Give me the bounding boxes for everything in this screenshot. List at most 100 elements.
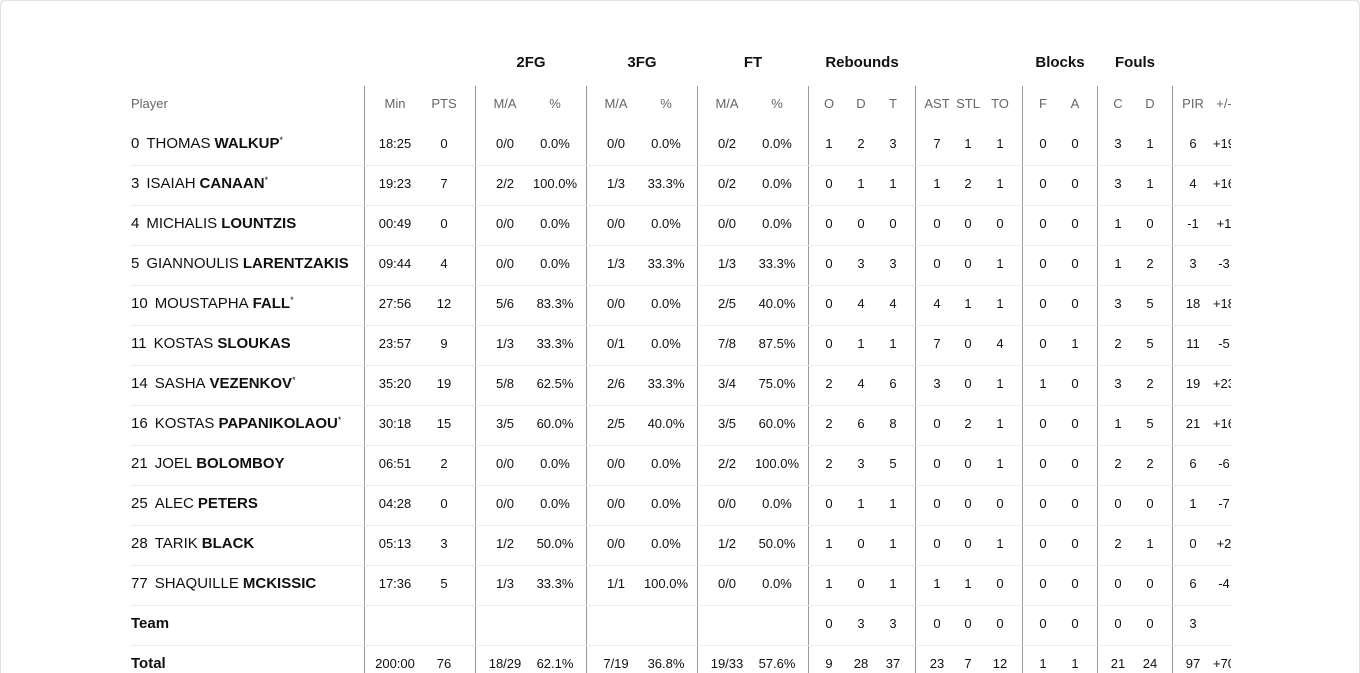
stat-cell: 1 xyxy=(1114,256,1122,271)
player-number: 21 xyxy=(131,455,148,472)
row-separator xyxy=(131,245,1231,246)
stat-cell: 0/0 xyxy=(606,136,626,151)
column-header: +/- xyxy=(1216,96,1231,111)
stat-cell: 06:51 xyxy=(378,456,412,471)
stat-cell: 1 xyxy=(1039,376,1047,391)
stat-cell: 5/8 xyxy=(495,376,515,391)
stat-cell: 0 xyxy=(964,256,972,271)
stat-cell: 7/19 xyxy=(603,656,629,671)
stat-cell: 1 xyxy=(1114,416,1122,431)
stat-cell: 60.0% xyxy=(758,416,796,431)
stat-cell: 0 xyxy=(1071,216,1079,231)
starter-mark: * xyxy=(292,375,296,385)
stat-cell: 0 xyxy=(964,616,972,631)
stat-cell: 0.0% xyxy=(540,496,570,511)
stat-cell: 1 xyxy=(996,376,1004,391)
row-separator xyxy=(131,485,1231,486)
stat-cell: 0 xyxy=(889,216,897,231)
last-name: PAPANIKOLAOU xyxy=(218,415,338,432)
stat-cell: 1 xyxy=(1189,496,1197,511)
stat-cell: 0 xyxy=(825,296,833,311)
stat-cell: 0 xyxy=(440,136,448,151)
stat-cell: 3/5 xyxy=(717,416,737,431)
stat-cell: 0/2 xyxy=(717,136,737,151)
stat-cell: 0.0% xyxy=(762,216,792,231)
stat-cell: 97 xyxy=(1185,656,1201,671)
first-name: ISAIAH xyxy=(146,175,196,192)
player-name: 77 SHAQUILLE MCKISSIC xyxy=(131,575,316,592)
stat-cell: 0 xyxy=(440,496,448,511)
row-separator xyxy=(131,565,1231,566)
stat-cell: 0.0% xyxy=(762,496,792,511)
stat-cell: 0 xyxy=(933,536,941,551)
stat-cell: 0.0% xyxy=(762,176,792,191)
group-header: Fouls xyxy=(1115,54,1155,71)
column-header: F xyxy=(1039,96,1047,111)
stat-cell: 23 xyxy=(929,656,945,671)
stat-cell: 0 xyxy=(1071,616,1079,631)
stat-cell: 0 xyxy=(933,456,941,471)
first-name: ALEC xyxy=(154,495,194,512)
column-header: % xyxy=(771,96,783,111)
stat-cell: 2 xyxy=(825,376,833,391)
stat-cell: 05:13 xyxy=(378,536,412,551)
stat-cell: 2 xyxy=(440,456,448,471)
stat-cell: -3 xyxy=(1218,256,1230,271)
stat-cell: 0.0% xyxy=(651,496,681,511)
stat-cell: 0.0% xyxy=(651,456,681,471)
stat-cell: 0 xyxy=(933,216,941,231)
row-label: Team xyxy=(131,615,170,632)
stat-cell: 0 xyxy=(933,256,941,271)
stat-cell: 18:25 xyxy=(378,136,412,151)
stat-cell: 0.0% xyxy=(762,576,792,591)
stat-cell: +16 xyxy=(1212,416,1231,431)
stat-cell: 0.0% xyxy=(540,256,570,271)
player-number: 5 xyxy=(131,255,140,272)
player-number: 4 xyxy=(131,215,140,232)
column-divider xyxy=(475,86,476,673)
stat-cell: 04:28 xyxy=(378,496,412,511)
stat-cell: 0 xyxy=(1039,176,1047,191)
stat-cell: 19:23 xyxy=(378,176,412,191)
stat-cell: 83.3% xyxy=(536,296,574,311)
stat-cell: 1 xyxy=(996,456,1004,471)
column-header: TO xyxy=(991,96,1009,111)
row-label: Total xyxy=(131,655,166,672)
stat-cell: 2/6 xyxy=(606,376,626,391)
player-number: 16 xyxy=(131,415,148,432)
stat-cell: 1 xyxy=(825,576,833,591)
player-number: 25 xyxy=(131,495,148,512)
stat-cell: 5 xyxy=(1146,336,1154,351)
stat-cell: 0 xyxy=(1039,416,1047,431)
player-name: 21 JOEL BOLOMBOY xyxy=(131,455,285,472)
player-name: 25 ALEC PETERS xyxy=(131,495,258,512)
stat-cell: 3 xyxy=(1114,136,1122,151)
stat-cell: 1 xyxy=(996,296,1004,311)
stat-cell: 2/2 xyxy=(717,456,737,471)
stat-cell: 3 xyxy=(1114,376,1122,391)
stat-cell: 62.5% xyxy=(536,376,574,391)
stat-cell: 3 xyxy=(889,616,897,631)
stat-cell: 0/0 xyxy=(606,536,626,551)
stat-cell: 0 xyxy=(1039,616,1047,631)
stat-cell: 1 xyxy=(1039,656,1047,671)
stat-cell: 1/1 xyxy=(606,576,626,591)
stat-cell: 18 xyxy=(1185,296,1201,311)
stat-cell: 0 xyxy=(440,216,448,231)
stat-cell: 1 xyxy=(996,256,1004,271)
player-number: 10 xyxy=(131,295,148,312)
column-header: D xyxy=(856,96,866,111)
starter-mark: * xyxy=(337,415,342,425)
stat-cell: 2 xyxy=(1114,456,1122,471)
stat-cell: 5 xyxy=(1146,296,1154,311)
column-header: % xyxy=(660,96,672,111)
last-name: WALKUP xyxy=(214,135,280,152)
stat-cell: 11 xyxy=(1186,336,1200,351)
stat-cell: 9 xyxy=(825,656,833,671)
row-separator xyxy=(131,365,1231,366)
stat-cell: 1 xyxy=(857,336,865,351)
stat-cell: 0/0 xyxy=(717,496,737,511)
stat-cell: 60.0% xyxy=(536,416,574,431)
